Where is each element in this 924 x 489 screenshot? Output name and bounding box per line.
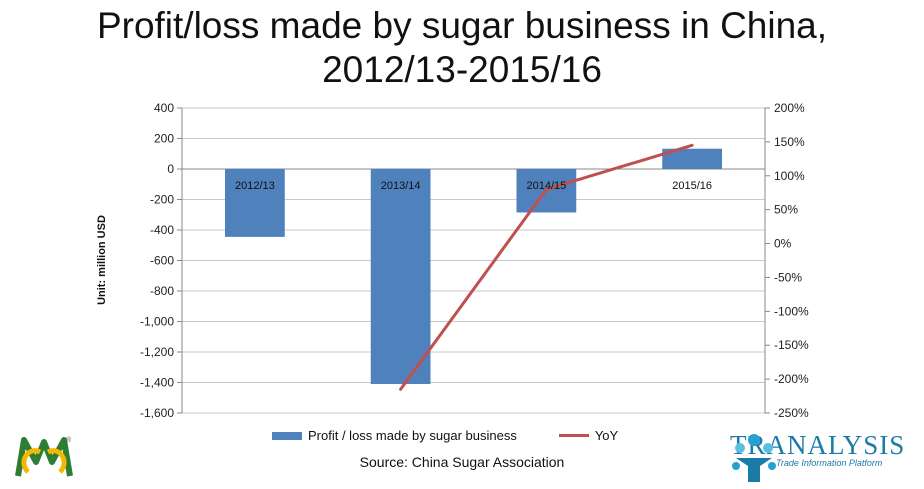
y2-tick-label: 100%: [774, 169, 805, 183]
legend-item-yoy: YoY: [558, 428, 619, 443]
x-category-label: 2012/13: [235, 180, 275, 192]
chart-title-line-1: Profit/loss made by sugar business in Ch…: [96, 5, 828, 46]
legend-line-swatch: [558, 434, 589, 437]
chart-title-line-2: 2012/13-2015/16: [322, 49, 602, 90]
chart-title: Profit/loss made by sugar business in Ch…: [0, 4, 924, 92]
y2-tick-label: -250%: [774, 406, 809, 420]
y-tick-label: 0: [167, 162, 174, 176]
bar: [224, 169, 285, 237]
y2-tick-label: -50%: [774, 270, 802, 284]
y-tick-label: -400: [150, 223, 174, 237]
legend-label-bars: Profit / loss made by sugar business: [308, 428, 517, 443]
source-note: Source: China Sugar Association: [359, 454, 565, 470]
y-tick-label: -1,200: [140, 345, 174, 359]
y2-tick-label: 0%: [774, 237, 792, 251]
y-tick-label: -200: [150, 193, 174, 207]
yoy-line-segment: [399, 187, 548, 391]
y-tick-label: -1,400: [140, 376, 174, 390]
y2-tick-label: 150%: [774, 135, 805, 149]
x-category-label: 2013/14: [381, 180, 421, 192]
legend-label-yoy: YoY: [594, 428, 619, 443]
bar: [662, 148, 723, 169]
bar: [370, 169, 431, 385]
x-category-label: 2014/15: [526, 180, 566, 192]
y-tick-label: -1,600: [140, 406, 174, 420]
svg-text:®: ®: [66, 436, 72, 444]
legend-item-bars: Profit / loss made by sugar business: [272, 428, 517, 443]
tranalysis-logo: TRANALYSIS Trade Information Platform: [730, 430, 906, 482]
y2-tick-label: -200%: [774, 372, 809, 386]
tranalysis-subtitle: Trade Information Platform: [776, 458, 883, 468]
tranalysis-name: TRANALYSIS: [730, 430, 906, 460]
y-tick-label: 200: [154, 132, 174, 146]
legend: Profit / loss made by sugar business YoY: [272, 428, 660, 443]
y-tick-label: -800: [150, 284, 174, 298]
y2-tick-label: -150%: [774, 338, 809, 352]
y2-tick-label: 50%: [774, 203, 798, 217]
tranalysis-globe-icon: [732, 434, 776, 482]
y-tick-label: -1,000: [140, 315, 174, 329]
y-tick-label: -600: [150, 254, 174, 268]
yoy-line-segment: [544, 143, 694, 191]
legend-bar-swatch: [272, 431, 302, 440]
y2-tick-label: -100%: [774, 304, 809, 318]
y2-tick-label: 200%: [774, 101, 805, 115]
y-tick-label: 400: [154, 101, 174, 115]
x-category-label: 2015/16: [672, 180, 712, 192]
